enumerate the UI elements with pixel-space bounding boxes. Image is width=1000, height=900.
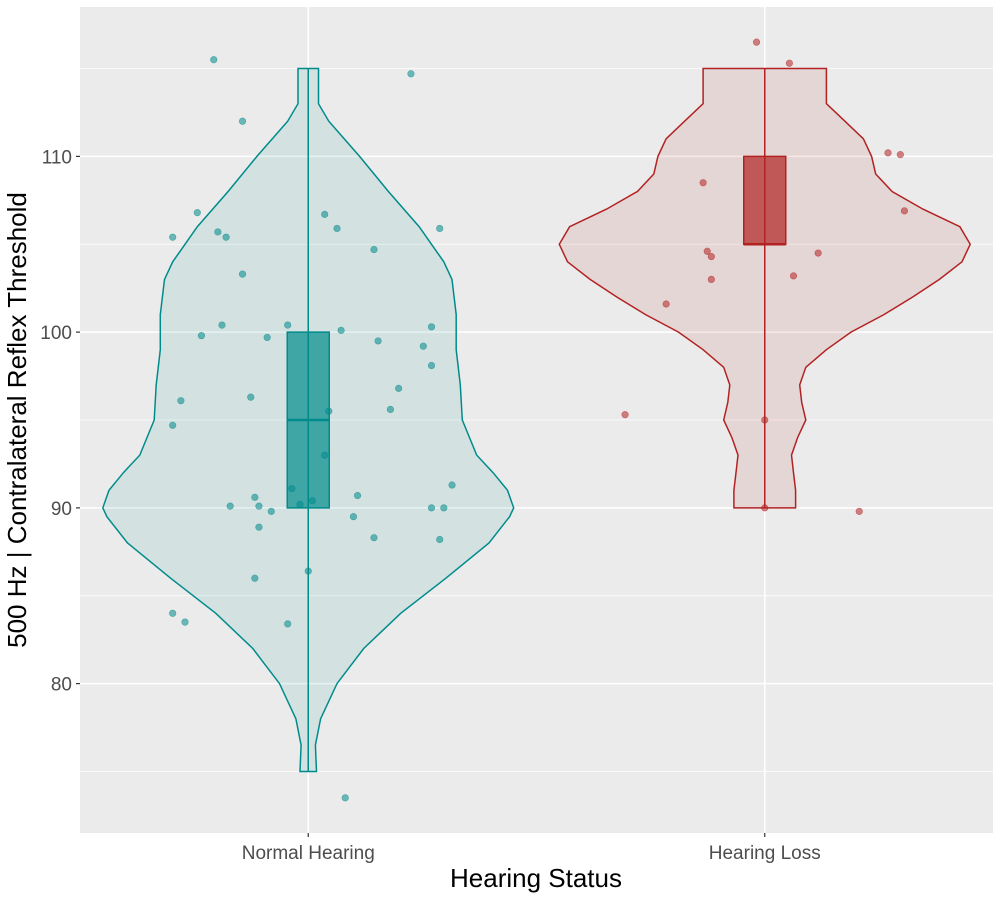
data-point bbox=[218, 321, 226, 329]
data-point bbox=[255, 523, 263, 531]
x-axis-title: Hearing Status bbox=[450, 863, 622, 893]
data-point bbox=[284, 321, 292, 329]
data-point bbox=[436, 224, 444, 233]
data-point bbox=[238, 270, 247, 278]
data-point bbox=[621, 411, 629, 419]
data-point bbox=[296, 500, 304, 508]
data-point bbox=[255, 502, 263, 510]
data-point bbox=[288, 484, 296, 493]
data-point bbox=[395, 384, 403, 392]
data-point bbox=[210, 56, 218, 64]
data-point bbox=[448, 481, 456, 489]
data-point bbox=[896, 151, 904, 159]
data-point bbox=[247, 393, 255, 401]
data-point bbox=[267, 507, 275, 515]
data-point bbox=[703, 247, 711, 255]
data-point bbox=[333, 224, 341, 233]
y-tick-label: 100 bbox=[40, 323, 72, 344]
data-point bbox=[325, 407, 333, 415]
y-tick-label: 80 bbox=[51, 675, 72, 696]
data-point bbox=[321, 451, 329, 459]
data-point bbox=[427, 361, 436, 370]
data-point bbox=[238, 117, 247, 125]
data-point bbox=[197, 332, 206, 340]
data-point bbox=[761, 416, 769, 424]
data-point bbox=[900, 207, 909, 215]
box-plots bbox=[286, 68, 787, 772]
data-point bbox=[181, 618, 189, 626]
data-point bbox=[226, 502, 234, 510]
data-point bbox=[222, 233, 230, 241]
data-point bbox=[169, 609, 177, 617]
data-point bbox=[353, 491, 362, 500]
data-point bbox=[284, 620, 292, 628]
y-axis-title: 500 Hz | Contralateral Reflex Threshold bbox=[2, 192, 32, 648]
data-point bbox=[752, 38, 761, 46]
data-point bbox=[785, 59, 794, 67]
data-point bbox=[349, 513, 358, 521]
data-point bbox=[169, 421, 177, 429]
axis-ticks: 80 90 100 110 Normal Hearing Hearing Loss bbox=[40, 147, 820, 864]
data-point bbox=[341, 794, 349, 802]
data-point bbox=[251, 574, 259, 582]
box-iqr bbox=[743, 155, 787, 246]
x-tick-label: Normal Hearing bbox=[242, 843, 375, 864]
data-point bbox=[177, 397, 185, 405]
data-point bbox=[699, 179, 707, 187]
data-point bbox=[308, 497, 316, 505]
data-point bbox=[193, 209, 201, 217]
data-point bbox=[337, 326, 345, 334]
data-point bbox=[707, 252, 715, 261]
data-point bbox=[386, 405, 395, 414]
data-point bbox=[789, 272, 798, 280]
data-point bbox=[214, 228, 222, 236]
y-tick-label: 110 bbox=[42, 147, 72, 168]
data-point bbox=[370, 245, 378, 254]
data-point bbox=[251, 493, 259, 501]
x-tick-label: Hearing Loss bbox=[709, 843, 821, 864]
data-point bbox=[436, 535, 444, 544]
jitter-points bbox=[169, 38, 909, 802]
data-point bbox=[662, 300, 670, 308]
data-point bbox=[427, 323, 436, 331]
data-point bbox=[321, 210, 329, 218]
data-point bbox=[440, 504, 448, 512]
data-point bbox=[419, 342, 427, 350]
data-point bbox=[855, 507, 863, 515]
data-point bbox=[814, 249, 822, 257]
data-point bbox=[370, 534, 378, 542]
data-point bbox=[761, 504, 769, 512]
data-point bbox=[169, 233, 177, 241]
y-tick-label: 90 bbox=[51, 499, 72, 520]
data-point bbox=[427, 504, 436, 512]
data-point bbox=[884, 149, 892, 157]
data-point bbox=[263, 333, 271, 342]
data-point bbox=[707, 275, 715, 284]
data-point bbox=[407, 70, 415, 78]
data-point bbox=[304, 567, 312, 575]
data-point bbox=[374, 337, 382, 345]
